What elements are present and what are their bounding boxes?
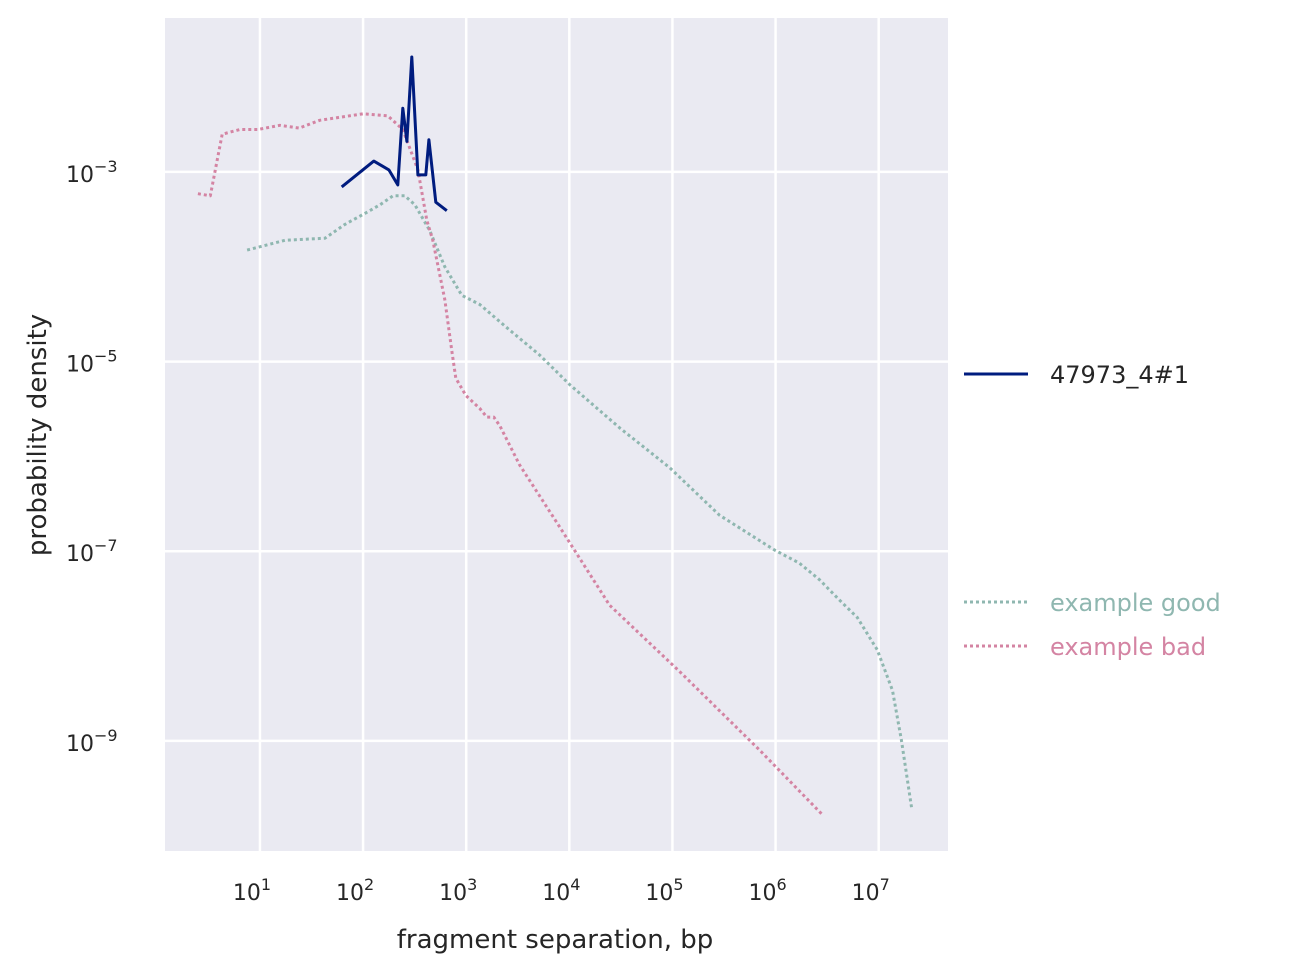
x-tick-labels: 101 102 103 104 105 106 107 <box>233 875 890 906</box>
y-tick-exponent: −7 <box>94 536 118 555</box>
x-tick-exponent: 1 <box>261 875 271 894</box>
y-tick-label: 10−5 <box>66 347 118 378</box>
legend-label: example bad <box>1050 633 1206 661</box>
y-tick-label: 10−3 <box>66 157 118 188</box>
series-layer <box>197 55 913 816</box>
x-tick-label: 105 <box>645 875 683 906</box>
plot-area <box>165 18 948 851</box>
grid <box>165 18 948 851</box>
y-tick-exponent: −5 <box>94 347 118 366</box>
x-tick-label: 102 <box>336 875 374 906</box>
x-tick-exponent: 3 <box>467 875 477 894</box>
x-tick-exponent: 7 <box>880 875 890 894</box>
x-tick-exponent: 2 <box>364 875 374 894</box>
y-tick-exponent: −3 <box>94 157 118 176</box>
x-tick-label: 101 <box>233 875 271 906</box>
x-tick-label: 106 <box>748 875 786 906</box>
y-tick-label: 10−9 <box>66 726 118 757</box>
legend-label: 47973_4#1 <box>1050 361 1189 389</box>
y-tick-exponent: −9 <box>94 726 118 745</box>
y-tick-labels: 10−3 10−5 10−7 10−9 <box>66 157 118 757</box>
x-axis-label: fragment separation, bp <box>397 925 713 955</box>
x-tick-label: 107 <box>852 875 890 906</box>
legend-label: example good <box>1050 589 1221 617</box>
series-line-47973-4-1 <box>340 55 448 212</box>
x-tick-exponent: 6 <box>776 875 786 894</box>
y-axis-label: probability density <box>23 314 53 556</box>
y-tick-label: 10−7 <box>66 536 118 567</box>
x-tick-exponent: 5 <box>673 875 683 894</box>
x-tick-exponent: 4 <box>570 875 580 894</box>
series-line-example-good <box>246 194 913 808</box>
x-tick-label: 104 <box>542 875 580 906</box>
series-line-example-bad <box>197 112 824 816</box>
x-tick-label: 103 <box>439 875 477 906</box>
